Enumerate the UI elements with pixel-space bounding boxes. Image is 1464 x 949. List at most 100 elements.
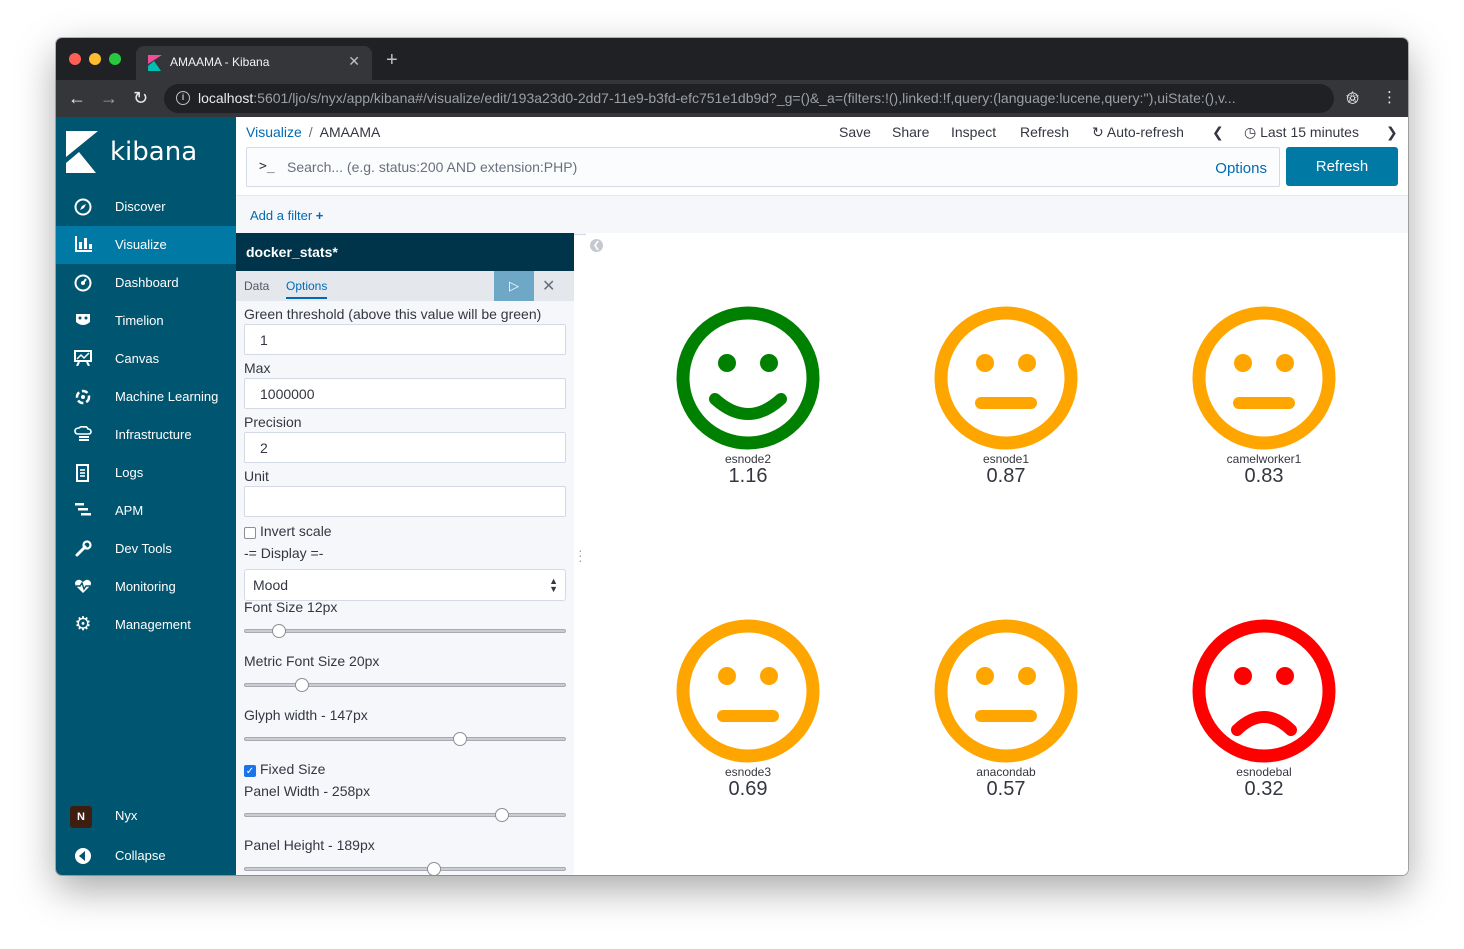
mood-face-anacondab: anacondab 0.57	[906, 616, 1106, 816]
display-section-header: -= Display =-	[244, 545, 324, 561]
bookmark-star-icon[interactable]: ☆	[1344, 88, 1360, 107]
nav-collapse[interactable]: Collapse	[56, 837, 236, 875]
glyph-width-slider[interactable]	[244, 732, 566, 746]
auto-refresh-button[interactable]: ↻ Auto-refresh	[1092, 124, 1184, 140]
display-select[interactable]: Mood ▲ ▼	[244, 569, 566, 601]
compass-icon	[73, 198, 93, 216]
time-back-icon[interactable]: ❮	[1212, 124, 1224, 140]
unit-input[interactable]	[244, 486, 566, 517]
time-picker-button[interactable]: ◷ Last 15 minutes	[1244, 124, 1359, 140]
forward-icon[interactable]: →	[100, 88, 118, 108]
panel-height-slider[interactable]	[244, 862, 566, 875]
collapse-icon	[73, 847, 93, 865]
share-button[interactable]: Share	[892, 124, 930, 140]
tab-close-icon[interactable]: ✕	[348, 53, 360, 69]
incognito-icon[interactable]: ◎	[1346, 89, 1360, 106]
face-value: 0.57	[986, 778, 1026, 800]
play-icon: ▷	[509, 278, 519, 293]
window-close-button[interactable]	[69, 53, 81, 65]
panel-width-slider[interactable]	[244, 808, 566, 822]
refresh-cycle-icon: ↻	[1092, 124, 1104, 140]
green-threshold-input[interactable]: 1	[244, 324, 566, 355]
precision-label: Precision	[244, 414, 302, 430]
window-maximize-button[interactable]	[109, 53, 121, 65]
mood-face-esnode2: esnode2 1.16	[648, 303, 848, 503]
metric-font-size-label: Metric Font Size 20px	[244, 653, 380, 669]
browser-tab[interactable]: AMAAMA - Kibana ✕	[136, 46, 372, 80]
bar-chart-icon	[73, 236, 93, 254]
precision-input[interactable]: 2	[244, 432, 566, 463]
browser-menu-icon[interactable]: ⋮	[1382, 89, 1397, 106]
metric-font-size-slider[interactable]	[244, 678, 566, 692]
save-button[interactable]: Save	[839, 124, 871, 140]
back-icon[interactable]: ←	[68, 88, 86, 108]
mood-face-esnodebal: esnodebal 0.32	[1164, 616, 1364, 816]
address-bar[interactable]: i localhost:5601/ljo/s/nyx/app/kibana#/v…	[164, 84, 1360, 113]
kibana-logo[interactable]: kibana	[66, 129, 226, 177]
refresh-button[interactable]: Refresh	[1286, 147, 1398, 186]
nav-item-apm[interactable]: APM	[56, 492, 236, 530]
nav-item-canvas[interactable]: Canvas	[56, 340, 236, 378]
query-prompt-icon: >_	[259, 159, 275, 174]
nav-item-monitoring[interactable]: Monitoring	[56, 568, 236, 606]
discard-changes-icon[interactable]: ✕	[542, 278, 556, 295]
face-glyph-icon	[934, 619, 1078, 763]
panel-resize-handle[interactable]: · · ·	[578, 542, 583, 568]
fixed-size-checkbox[interactable]	[244, 765, 256, 777]
refresh-menu-button[interactable]: Refresh	[1020, 124, 1070, 140]
nav-item-dashboard[interactable]: Dashboard	[56, 264, 236, 302]
select-caret-icon: ▲ ▼	[549, 576, 558, 594]
panel-height-label: Panel Height - 189px	[244, 837, 375, 853]
nav-item-dev-tools[interactable]: Dev Tools	[56, 530, 236, 568]
gauge-icon	[73, 274, 93, 292]
breadcrumb-visualize-link[interactable]: Visualize	[246, 124, 302, 140]
query-options-button[interactable]: Options	[1215, 160, 1267, 177]
slider-thumb[interactable]	[272, 624, 287, 638]
inspect-button[interactable]: Inspect	[951, 124, 997, 140]
kibana-wordmark: kibana	[110, 137, 198, 167]
max-label: Max	[244, 360, 271, 376]
slider-thumb[interactable]	[426, 862, 441, 875]
max-input[interactable]: 1000000	[244, 378, 566, 409]
apply-changes-button[interactable]: ▷	[494, 271, 534, 301]
slider-thumb[interactable]	[452, 732, 467, 746]
slider-thumb[interactable]	[294, 678, 309, 692]
wrench-icon	[73, 540, 93, 558]
heartbeat-icon	[73, 578, 93, 596]
add-filter-button[interactable]: Add a filter +	[250, 208, 324, 223]
clock-icon: ◷	[1244, 124, 1257, 140]
kibana-sidebar: kibana Discover Visualize Dashboard Time…	[56, 117, 236, 875]
font-size-slider[interactable]	[244, 624, 566, 638]
face-value: 0.83	[1244, 465, 1284, 487]
browser-window: AMAAMA - Kibana ✕ + ← → ↻ i localhost:56…	[56, 38, 1408, 875]
url-text[interactable]: localhost:5601/ljo/s/nyx/app/kibana#/vis…	[198, 90, 1236, 106]
nav-item-logs[interactable]: Logs	[56, 454, 236, 492]
window-minimize-button[interactable]	[89, 53, 101, 65]
fixed-size-label: Fixed Size	[260, 761, 326, 777]
collapse-editor-icon[interactable]: ❮	[590, 239, 603, 252]
face-label: esnode3	[724, 765, 772, 779]
site-info-icon[interactable]: i	[176, 91, 190, 105]
time-forward-icon[interactable]: ❯	[1386, 124, 1398, 140]
nav-item-user[interactable]: N Nyx	[56, 797, 236, 835]
reload-icon[interactable]: ↻	[133, 88, 149, 108]
new-tab-icon[interactable]: +	[386, 49, 398, 71]
tab-data[interactable]: Data	[244, 279, 270, 293]
nav-item-visualize[interactable]: Visualize	[56, 226, 236, 264]
face-glyph-icon	[934, 306, 1078, 450]
nav-item-management[interactable]: ⚙ Management	[74, 614, 191, 635]
nav-item-infrastructure[interactable]: Infrastructure	[56, 416, 236, 454]
nav-item-discover[interactable]: Discover	[56, 188, 236, 226]
tab-options[interactable]: Options	[286, 279, 328, 299]
invert-scale-checkbox[interactable]	[244, 527, 256, 539]
nav-item-timelion[interactable]: Timelion	[56, 302, 236, 340]
visualization-area: ❮ esnode2 1.16 esnode1 0.87 camelworker1 0.83…	[586, 233, 1408, 875]
face-label: esnode2	[724, 452, 772, 466]
nav-item-machine-learning[interactable]: Machine Learning	[56, 378, 236, 416]
font-size-label: Font Size 12px	[244, 599, 338, 615]
face-glyph-icon	[676, 306, 820, 450]
panel-width-label: Panel Width - 258px	[244, 783, 371, 799]
slider-thumb[interactable]	[494, 808, 509, 822]
editor-tabs: Data Options ▷ ✕	[236, 271, 574, 301]
search-input[interactable]: >_ Search... (e.g. status:200 AND extens…	[246, 147, 1280, 187]
